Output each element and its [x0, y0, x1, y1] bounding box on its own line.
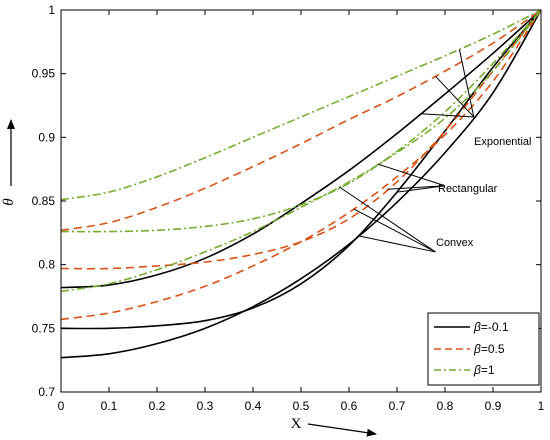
leader-line-rectangular [377, 163, 446, 187]
series-line-convex-beta-neg01 [60, 9, 542, 359]
series-line-exponential-beta-05 [60, 9, 542, 232]
x-axis-label-group: X [291, 416, 377, 437]
y-tick-label: 0.7 [38, 385, 55, 399]
x-tick-label: 0.2 [149, 399, 166, 413]
annotation-rectangular: Rectangular [438, 183, 498, 195]
x-tick-label: 0.6 [341, 399, 358, 413]
y-tick-label: 0.95 [32, 67, 56, 81]
y-axis-label-group: θ [1, 119, 17, 206]
y-axis-label: θ [1, 198, 17, 206]
x-axis-label: X [291, 416, 302, 432]
leader-line-convex [339, 186, 436, 253]
series-line-rectangular-beta-1 [60, 9, 542, 233]
y-tick-label: 1 [48, 3, 55, 17]
series-layer [60, 9, 542, 359]
annotation-convex: Convex [436, 237, 474, 249]
legend: β=-0.1 β=0.5 β=1 [427, 312, 540, 386]
leader-line-exponential [435, 75, 475, 118]
y-tick-label: 0.8 [38, 258, 55, 272]
leader-line-convex [358, 235, 436, 253]
legend-symbol: β [473, 342, 481, 356]
legend-entry-beta-05: β=0.5 [473, 342, 505, 356]
annotation-leaders [339, 49, 475, 253]
legend-entry-beta-neg01: β=-0.1 [473, 320, 509, 334]
legend-label: =-0.1 [481, 320, 509, 334]
legend-symbol: β [473, 320, 481, 334]
x-tick-label: 0 [58, 399, 65, 413]
legend-symbol: β [473, 363, 481, 377]
series-line-exponential-beta-1 [60, 9, 542, 201]
series-line-rectangular-beta-05 [60, 9, 542, 270]
series-line-exponential-beta-neg01 [60, 9, 542, 289]
x-tick-label: 0.7 [389, 399, 406, 413]
legend-entry-beta-1: β=1 [473, 363, 495, 377]
y-tick-label: 0.75 [32, 321, 56, 335]
annotation-exponential: Exponential [474, 136, 532, 148]
leader-line-rectangular [396, 185, 446, 193]
x-tick-label: 1 [538, 399, 545, 413]
legend-label: =0.5 [481, 342, 505, 356]
x-tick-label: 0.1 [101, 399, 118, 413]
y-tick-label: 0.9 [38, 130, 55, 144]
x-tick-label: 0.8 [437, 399, 454, 413]
leader-line-rectangular [387, 185, 446, 190]
legend-label: =1 [481, 363, 495, 377]
axis-ticks: 0 0.1 0.2 0.3 0.4 0.5 0.6 0.7 0.8 0.9 1 0.7 0.75 0.8 0… [32, 3, 545, 413]
series-line-convex-beta-1 [60, 9, 542, 293]
leader-line-exponential [458, 49, 475, 118]
leader-line-convex [353, 208, 436, 253]
x-tick-label: 0.4 [245, 399, 262, 413]
x-axis-arrow [307, 423, 377, 437]
y-tick-label: 0.85 [32, 194, 56, 208]
leader-line-exponential [420, 113, 474, 118]
series-line-rectangular-beta-neg01 [60, 9, 542, 330]
x-tick-label: 0.9 [485, 399, 502, 413]
x-tick-label: 0.5 [293, 399, 310, 413]
series-line-convex-beta-05 [60, 9, 542, 321]
x-tick-label: 0.3 [197, 399, 214, 413]
